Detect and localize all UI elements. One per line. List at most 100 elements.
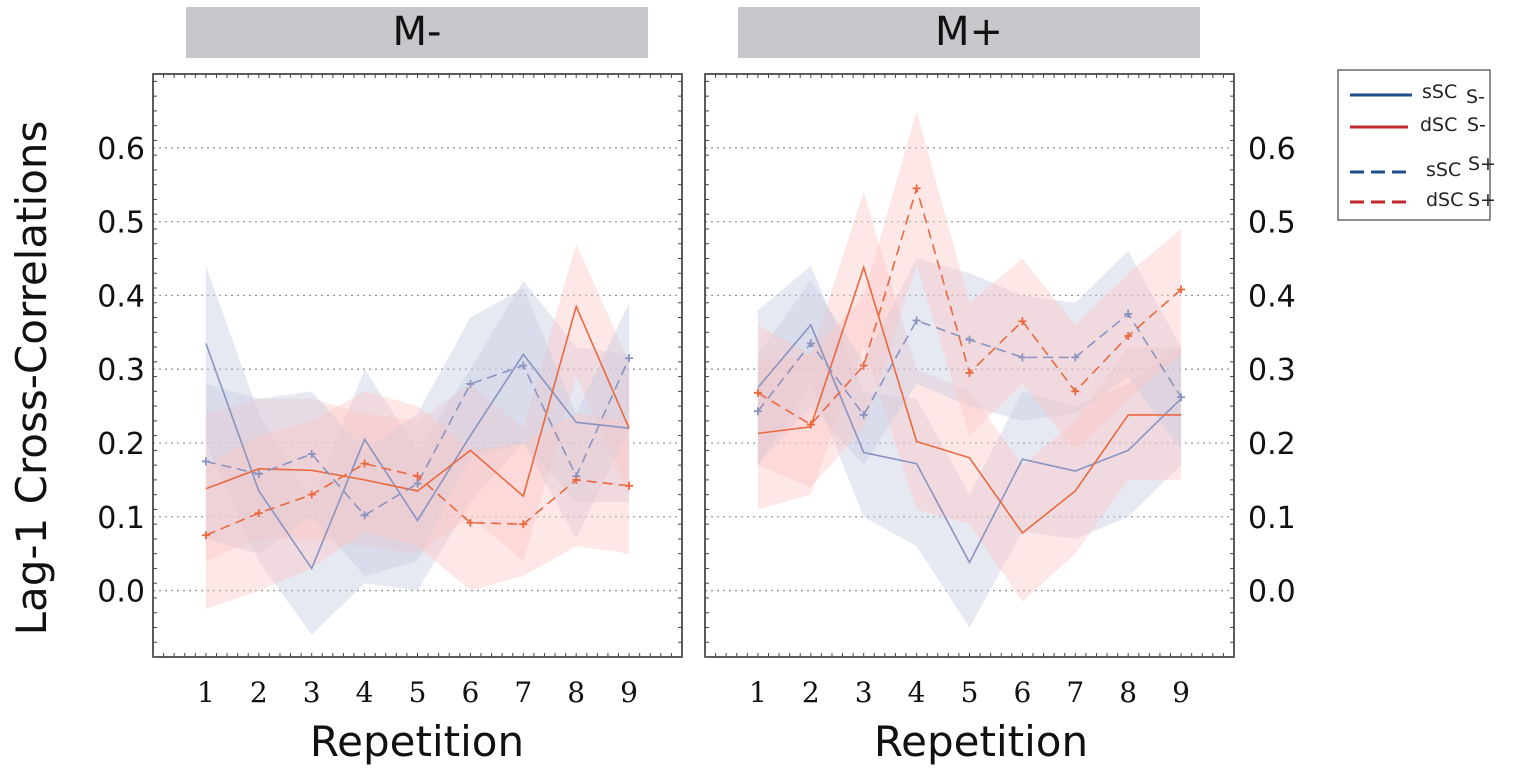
line-dsc-s-minus (757, 264, 1182, 535)
x-tick-label: 7 (1066, 676, 1084, 709)
legend-label: sSC (1422, 81, 1457, 103)
y-tick-label: 0.0 (97, 575, 145, 610)
legend: sSC S- dSC S- sSC S+ dSC S+ (1337, 69, 1496, 221)
x-axis-title-m-plus: Repetition (874, 717, 1088, 766)
y-tick-label: 0.3 (1248, 353, 1296, 388)
line-ssc-s-minus (205, 343, 630, 571)
marker-dsc-s-plus (254, 509, 263, 518)
marker-dsc-s-plus (360, 459, 369, 468)
panel-m-plus-strip: M+ (738, 7, 1200, 58)
band-dsc-s-minus (757, 192, 1182, 602)
band-ssc-s-minus (205, 265, 630, 635)
y-tick-label: 0.0 (1248, 575, 1296, 610)
marker-ssc-s-plus (360, 511, 369, 520)
panel-m-minus-ticks: 0.0 0.1 0.2 0.3 0.4 0.5 0.6 1 2 3 4 5 6 7 8 9 (97, 74, 683, 709)
x-tick-label: 6 (1013, 676, 1031, 709)
marker-ssc-s-plus (859, 410, 868, 419)
y-tick-label: 0.6 (97, 132, 145, 167)
legend-label: dSC (1426, 189, 1463, 211)
marker-ssc-s-plus (1018, 353, 1027, 362)
legend-entry-ssc-s-minus: sSC S- (1350, 81, 1485, 108)
marker-ssc-s-plus (912, 316, 921, 325)
x-tick-label: 4 (356, 676, 374, 709)
marker-dsc-s-plus (201, 531, 210, 540)
marker-ssc-s-plus (1124, 309, 1133, 318)
x-tick-label: 2 (250, 676, 268, 709)
panel-m-plus-title: M+ (935, 9, 1003, 55)
y-tick-label: 0.1 (1248, 501, 1296, 536)
marker-dsc-s-plus (965, 368, 974, 377)
x-tick-label: 4 (908, 676, 926, 709)
marker-dsc-s-plus (806, 420, 815, 429)
marker-dsc-s-plus (753, 388, 762, 397)
panel-m-minus-markers (201, 354, 634, 540)
marker-dsc-s-plus (572, 475, 581, 484)
marker-dsc-s-plus (1124, 331, 1133, 340)
marker-ssc-s-plus (413, 479, 422, 488)
marker-ssc-s-plus (753, 407, 762, 416)
panel-m-minus-strip: M- (186, 7, 648, 58)
panel-m-minus-title: M- (393, 9, 442, 55)
panel-m-plus-ticks: 0.0 0.1 0.2 0.3 0.4 0.5 0.6 1 2 3 4 5 6 7 8 9 (704, 74, 1296, 709)
x-tick-label: 5 (409, 676, 427, 709)
y-tick-label: 0.4 (97, 279, 145, 314)
marker-dsc-s-plus (307, 490, 316, 499)
x-tick-label: 3 (855, 676, 873, 709)
legend-group: S+ (1468, 153, 1496, 175)
panel-m-minus: 0.0 0.1 0.2 0.3 0.4 0.5 0.6 1 2 3 4 5 6 7 8 9 (97, 73, 683, 709)
y-tick-label: 0.2 (1248, 427, 1296, 462)
x-tick-label: 1 (197, 676, 215, 709)
marker-ssc-s-plus (1071, 353, 1080, 362)
y-axis-title: Lag-1 Cross-Correlations (7, 121, 56, 636)
marker-dsc-s-plus (859, 361, 868, 370)
marker-ssc-s-plus (625, 354, 634, 363)
x-tick-label: 1 (749, 676, 767, 709)
marker-ssc-s-plus (307, 450, 316, 459)
marker-dsc-s-plus (466, 518, 475, 527)
x-tick-label: 8 (567, 676, 585, 709)
marker-dsc-s-plus (1177, 285, 1186, 294)
x-tick-label: 7 (514, 676, 532, 709)
marker-dsc-s-plus (1071, 387, 1080, 396)
x-tick-label: 9 (620, 676, 638, 709)
legend-label: dSC (1420, 114, 1457, 136)
x-axis-title-m-minus: Repetition (310, 717, 524, 766)
band-dsc-s-minus (205, 243, 630, 562)
y-tick-label: 0.3 (97, 353, 145, 388)
legend-group: S+ (1468, 189, 1496, 211)
band-ssc-s-minus (757, 265, 1182, 628)
marker-ssc-s-plus (806, 339, 815, 348)
marker-ssc-s-plus (519, 361, 528, 370)
y-tick-label: 0.5 (97, 206, 145, 241)
marker-ssc-s-plus (254, 469, 263, 478)
y-tick-label: 0.4 (1248, 279, 1296, 314)
panel-m-plus-markers (753, 184, 1186, 429)
x-tick-label: 6 (461, 676, 479, 709)
legend-group: S- (1467, 114, 1486, 136)
legend-group: S- (1466, 86, 1485, 108)
marker-dsc-s-plus (413, 472, 422, 481)
marker-dsc-s-plus (625, 481, 634, 490)
line-dsc-s-minus (205, 304, 630, 498)
x-tick-label: 2 (802, 676, 820, 709)
marker-dsc-s-plus (912, 184, 921, 193)
legend-entry-dsc-s-minus: dSC S- (1350, 114, 1486, 136)
marker-ssc-s-plus (965, 335, 974, 344)
marker-dsc-s-plus (519, 520, 528, 529)
line-ssc-s-plus (205, 357, 630, 517)
y-tick-label: 0.5 (1248, 206, 1296, 241)
panel-m-minus-confidence-bands (205, 243, 630, 635)
legend-entry-dsc-s-plus: dSC S+ (1350, 189, 1496, 211)
marker-dsc-s-plus (1018, 317, 1027, 326)
panel-m-minus-gridlines (153, 147, 682, 592)
legend-label: sSC (1426, 159, 1461, 181)
x-tick-label: 9 (1172, 676, 1190, 709)
marker-ssc-s-plus (466, 379, 475, 388)
x-tick-label: 3 (303, 676, 321, 709)
marker-ssc-s-plus (1177, 393, 1186, 402)
legend-entry-ssc-s-plus: sSC S+ (1350, 153, 1496, 181)
x-tick-label: 8 (1119, 676, 1137, 709)
y-tick-label: 0.2 (97, 427, 145, 462)
band-dsc-s-plus (205, 391, 630, 610)
